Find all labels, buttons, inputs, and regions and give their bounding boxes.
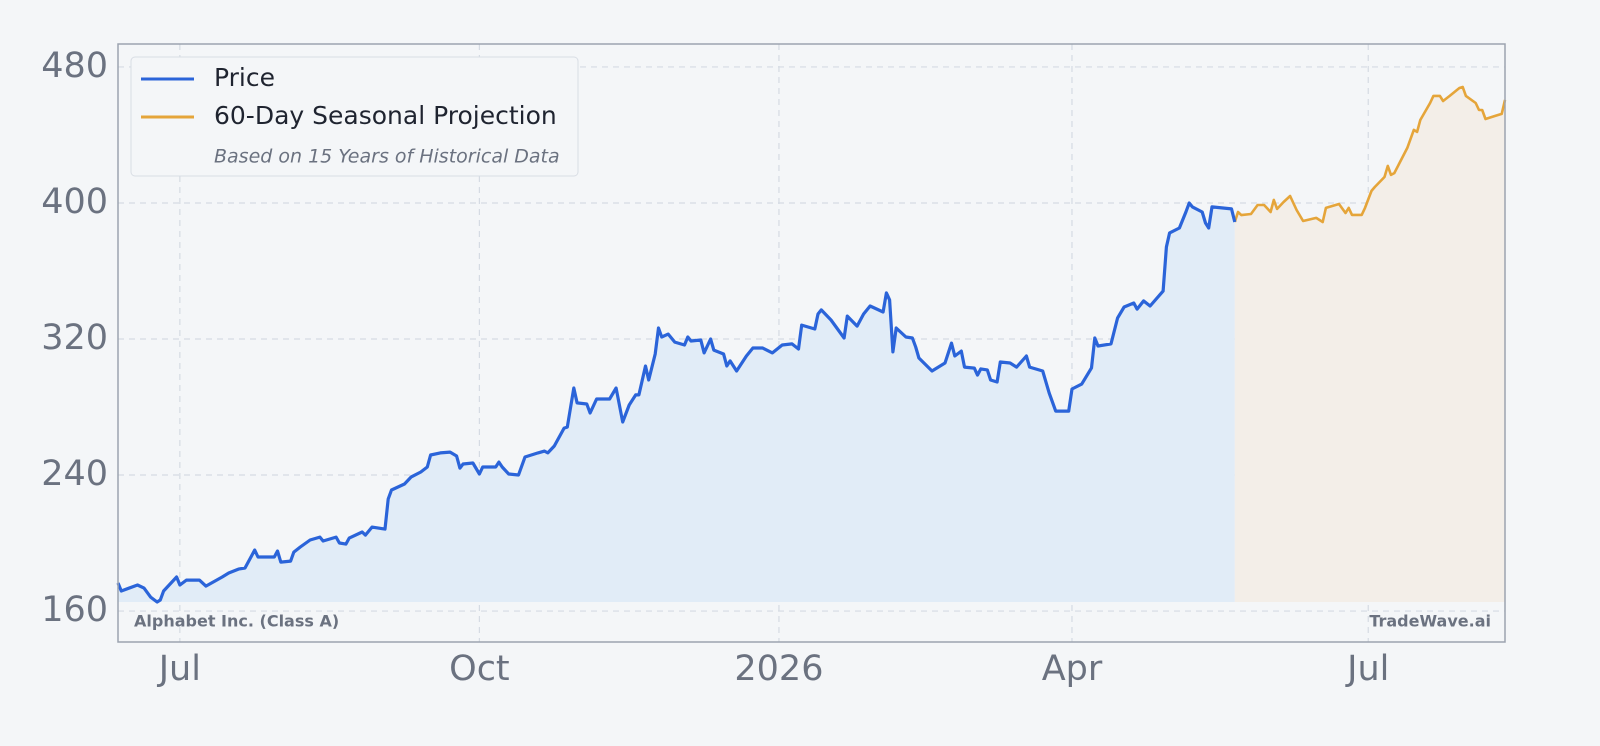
series-line: [1233, 85, 1507, 224]
series-line: [116, 201, 1237, 604]
y-tick-label: 480: [41, 46, 108, 86]
legend-note: Based on 15 Years of Historical Data: [214, 146, 560, 168]
x-tick-label: 2026: [734, 649, 823, 689]
marks: [116, 85, 1507, 604]
area-fill: [118, 203, 1235, 603]
watermark: TradeWave.ai: [1369, 612, 1491, 631]
x-tick-label: Apr: [1042, 649, 1103, 689]
source-label: Alphabet Inc. (Class A): [134, 612, 339, 631]
legend-label: Price: [214, 63, 275, 92]
x-tick-label: Oct: [449, 649, 510, 689]
x-tick-label: Jul: [1345, 649, 1389, 689]
legend: Based on 15 Years of Historical Data Pri…: [130, 56, 579, 177]
legend-label: 60-Day Seasonal Projection: [214, 101, 557, 130]
plot-frame: [117, 43, 1506, 643]
y-tick-label: 400: [41, 182, 108, 222]
legend-box: [130, 56, 579, 177]
y-tick-label: 320: [41, 318, 108, 358]
x-tick-label: Jul: [157, 649, 201, 689]
y-tick-label: 240: [41, 454, 108, 494]
area-fill: [1234, 87, 1505, 603]
y-tick-label: 160: [41, 590, 108, 630]
